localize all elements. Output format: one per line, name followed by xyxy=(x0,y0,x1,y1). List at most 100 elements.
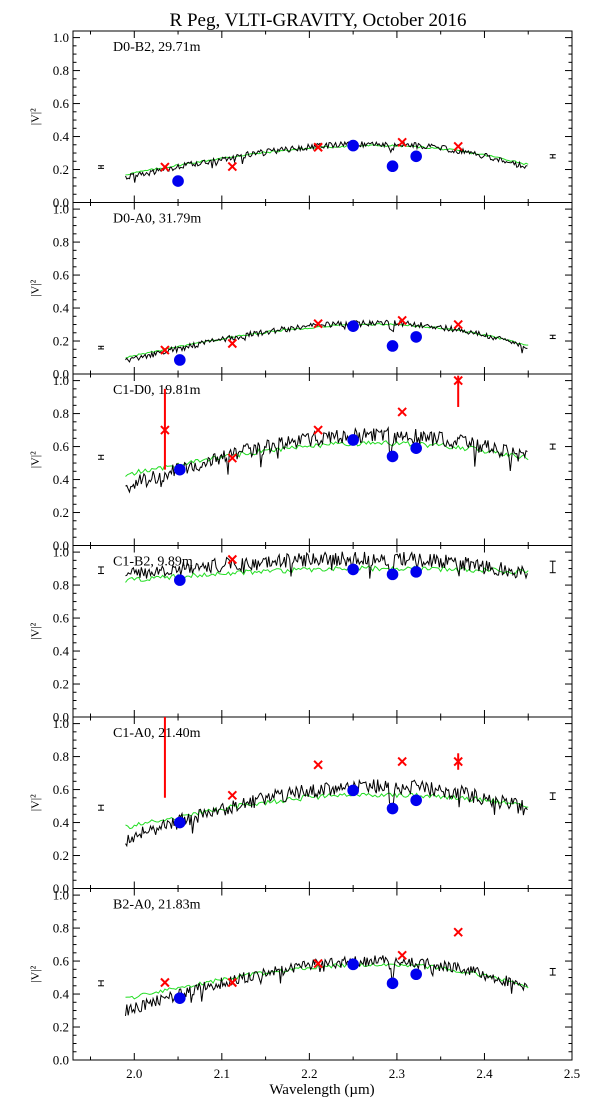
y-axis-label: |V|² xyxy=(28,622,42,639)
x-tick-label: 2.0 xyxy=(126,1066,142,1081)
y-tick-label: 0.0 xyxy=(53,367,69,382)
model-series-line xyxy=(125,144,529,176)
left-typical-errorbar xyxy=(98,566,105,575)
x-axis-label: Wavelength (µm) xyxy=(269,1082,374,1098)
chart-title: R Peg, VLTI-GRAVITY, October 2016 xyxy=(170,10,467,31)
baseline-label: B2-A0, 21.83m xyxy=(113,898,201,913)
red-cross-marker xyxy=(313,142,323,152)
y-axis-label: |V|² xyxy=(28,279,42,296)
left-typical-errorbar xyxy=(98,980,105,987)
panel-2: 0.0 0.2 0.4 0.6 0.8 1.0 |V|² D0-A0, 31.79m xyxy=(28,202,573,382)
red-cross-marker xyxy=(227,161,238,172)
y-tick-label: 0.0 xyxy=(53,710,69,725)
red-cross-marker xyxy=(397,407,407,417)
y-tick-label: 0.8 xyxy=(53,63,69,78)
observed-series-line xyxy=(125,955,528,1016)
red-cross-stroke xyxy=(453,375,463,386)
red-cross-stroke xyxy=(453,319,463,330)
red-cross-stroke xyxy=(453,141,463,152)
blue-data-point xyxy=(174,463,186,476)
y-tick-label: 0.8 xyxy=(53,578,69,593)
y-tick-label: 1.0 xyxy=(53,716,69,731)
right-typical-errorbar xyxy=(549,967,556,976)
y-tick-label: 1.0 xyxy=(53,373,69,388)
y-tick-label: 0.0 xyxy=(53,1053,69,1068)
blue-data-point xyxy=(386,568,399,581)
red-cross-marker xyxy=(397,950,407,960)
blue-data-point xyxy=(347,784,359,797)
blue-data-point xyxy=(172,175,184,187)
red-cross-stroke xyxy=(160,425,170,435)
y-tick-label: 0.4 xyxy=(53,987,70,1002)
y-axis-label: |V|² xyxy=(28,794,42,811)
y-tick-label: 0.2 xyxy=(53,677,69,692)
panel-frame xyxy=(72,888,573,1061)
red-cross-marker xyxy=(453,927,463,937)
y-tick-label: 0.6 xyxy=(53,439,70,454)
blue-data-point xyxy=(386,340,399,352)
red-cross-stroke xyxy=(160,977,170,988)
y-axis-label: |V|² xyxy=(28,965,42,982)
right-typical-errorbar xyxy=(549,443,556,450)
panel-6: 0.0 0.2 0.4 0.6 0.8 1.0 |V|² B2-A0, 21.83m xyxy=(28,888,573,1068)
right-typical-errorbar xyxy=(549,792,556,800)
y-tick-label: 0.4 xyxy=(53,472,70,487)
model-series-line xyxy=(125,791,529,830)
observed-series-line xyxy=(125,319,528,363)
blue-data-point xyxy=(386,977,399,990)
red-cross-stroke xyxy=(313,958,323,969)
red-cross-stroke xyxy=(160,162,170,172)
red-cross-stroke xyxy=(397,950,407,960)
red-cross-marker xyxy=(227,554,238,565)
y-tick-label: 0.2 xyxy=(53,1020,69,1035)
x-tick-label: 2.2 xyxy=(301,1066,317,1081)
red-cross-stroke xyxy=(453,756,463,767)
y-tick-label: 0.6 xyxy=(53,268,70,283)
panel-frame xyxy=(72,373,573,546)
y-tick-label: 1.0 xyxy=(53,545,69,560)
y-tick-label: 0.4 xyxy=(53,301,70,316)
red-cross-stroke xyxy=(227,790,238,801)
y-tick-label: 0.8 xyxy=(53,749,69,764)
red-cross-marker xyxy=(227,338,238,349)
blue-data-point xyxy=(386,802,399,815)
blue-data-point xyxy=(174,992,186,1004)
blue-data-point xyxy=(174,574,186,586)
red-cross-marker xyxy=(313,318,323,329)
blue-data-point xyxy=(347,320,359,332)
blue-data-point xyxy=(347,139,359,152)
observed-series-line xyxy=(125,778,528,848)
y-tick-label: 0.2 xyxy=(53,505,69,520)
panel-frame xyxy=(72,30,573,203)
y-tick-label: 1.0 xyxy=(53,30,69,45)
baseline-label: D0-A0, 31.79m xyxy=(113,212,201,227)
y-tick-label: 0.8 xyxy=(53,235,69,250)
y-axis-label: |V|² xyxy=(28,108,42,125)
red-cross-stroke xyxy=(227,554,238,565)
x-axis: 2.0 2.1 2.2 2.3 2.4 2.5 xyxy=(126,1066,580,1081)
red-cross-marker xyxy=(227,977,238,988)
red-cross-stroke xyxy=(453,927,463,937)
y-tick-label: 0.6 xyxy=(53,611,70,626)
x-tick-label: 2.3 xyxy=(389,1066,405,1081)
red-cross-marker xyxy=(160,345,170,355)
panel-3: 0.0 0.2 0.4 0.6 0.8 1.0 |V|² C1-D0, 19.81m xyxy=(28,373,573,553)
red-cross-stroke xyxy=(397,315,407,326)
y-tick-label: 0.2 xyxy=(53,334,69,349)
right-typical-errorbar xyxy=(549,560,556,574)
blue-data-point xyxy=(410,794,422,807)
blue-data-point xyxy=(410,442,422,455)
y-tick-label: 0.8 xyxy=(53,406,69,421)
red-cross-marker xyxy=(160,977,170,988)
blue-data-point xyxy=(174,816,186,829)
blue-data-point xyxy=(410,150,422,163)
x-tick-label: 2.1 xyxy=(214,1066,230,1081)
blue-data-point xyxy=(347,563,359,576)
red-cross-marker xyxy=(313,760,323,770)
red-cross-stroke xyxy=(227,338,238,349)
y-tick-label: 0.4 xyxy=(53,644,70,659)
blue-data-point xyxy=(410,968,422,981)
x-tick-label: 2.4 xyxy=(476,1066,493,1081)
y-tick-label: 1.0 xyxy=(53,202,69,217)
